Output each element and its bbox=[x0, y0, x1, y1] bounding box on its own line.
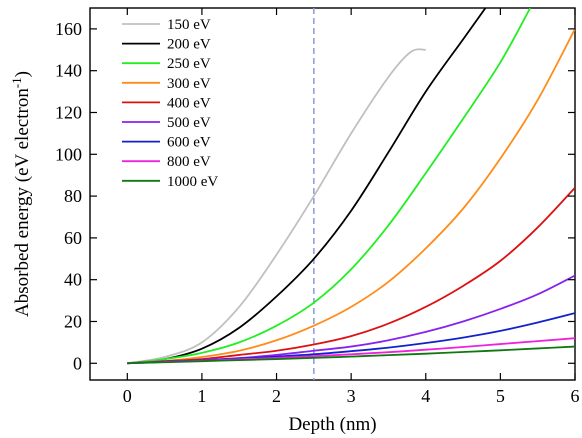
legend-label: 300 eV bbox=[167, 76, 211, 92]
y-tick-label: 0 bbox=[73, 353, 82, 373]
legend-label: 200 eV bbox=[167, 37, 211, 53]
x-tick-label: 1 bbox=[197, 386, 206, 406]
legend-label: 400 eV bbox=[167, 95, 211, 111]
plot-frame bbox=[89, 7, 576, 381]
series-line-300-ev bbox=[127, 28, 575, 365]
x-tick-label: 6 bbox=[571, 386, 580, 406]
series-line-250-ev bbox=[127, 8, 532, 365]
legend-label: 800 eV bbox=[167, 154, 211, 170]
y-tick-label: 100 bbox=[55, 144, 82, 164]
x-tick-label: 5 bbox=[496, 386, 505, 406]
series-line-200-ev bbox=[127, 8, 487, 365]
y-tick-label: 120 bbox=[55, 102, 82, 122]
y-tick-label: 160 bbox=[55, 19, 82, 39]
y-axis-title: Absorbed energy (eV electron-1) bbox=[9, 71, 34, 317]
legend-label: 500 eV bbox=[167, 115, 211, 131]
series-line-150-ev bbox=[127, 48, 426, 365]
legend-label: 150 eV bbox=[167, 17, 211, 33]
series-line-1000-ev bbox=[127, 345, 575, 365]
y-tick-label: 60 bbox=[64, 228, 82, 248]
y-tick-label: 20 bbox=[64, 311, 82, 331]
legend-label: 600 eV bbox=[167, 135, 211, 151]
y-tick-label: 80 bbox=[64, 186, 82, 206]
series-line-400-ev bbox=[127, 187, 575, 365]
legend-label: 250 eV bbox=[167, 56, 211, 72]
x-tick-label: 4 bbox=[421, 386, 430, 406]
x-tick-label: 2 bbox=[272, 386, 281, 406]
y-tick-label: 140 bbox=[55, 61, 82, 81]
x-tick-label: 0 bbox=[123, 386, 132, 406]
legend-label: 1000 eV bbox=[167, 174, 218, 190]
x-tick-label: 3 bbox=[347, 386, 356, 406]
y-tick-label: 40 bbox=[64, 270, 82, 290]
x-axis-title: Depth (nm) bbox=[288, 414, 376, 435]
